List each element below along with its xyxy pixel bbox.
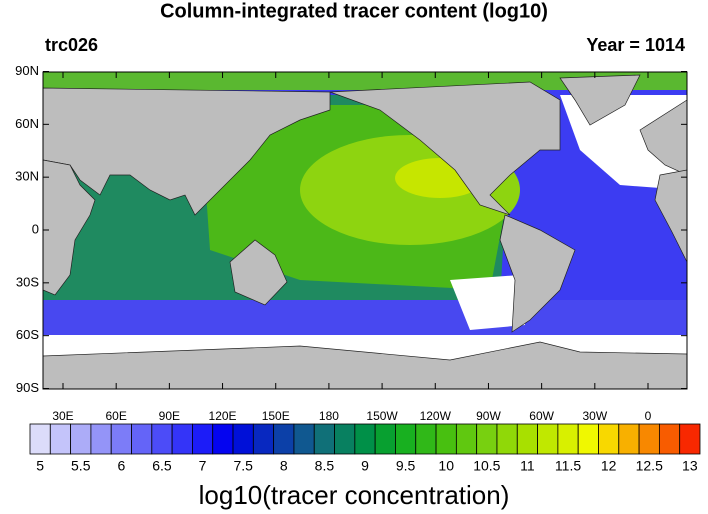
colorbar-box	[110, 423, 132, 455]
lon-label: 150E	[262, 409, 290, 423]
lon-label: 120E	[209, 409, 237, 423]
colorbar-box	[679, 423, 701, 455]
colorbar-box	[70, 423, 92, 455]
colorbar-label: 10.5	[473, 458, 500, 474]
lon-label: 90W	[476, 409, 501, 423]
colorbar-label: 6.5	[152, 458, 172, 474]
southern-ocean	[43, 300, 687, 340]
left-label: trc026	[45, 35, 98, 55]
lat-label: 0	[32, 221, 39, 236]
lon-label: 30W	[582, 409, 607, 423]
colorbar-box	[49, 423, 72, 455]
antarctica	[43, 341, 687, 389]
south-america	[499, 214, 576, 333]
colorbar-box	[638, 423, 660, 455]
colorbar-label: 11.5	[555, 458, 581, 474]
colorbar-box	[232, 423, 254, 455]
colorbar-box	[658, 423, 681, 455]
map	[42, 71, 688, 390]
colorbar-box	[455, 423, 478, 455]
colorbar-box	[151, 423, 173, 455]
colorbar-box	[476, 423, 498, 455]
colorbar-label: 10	[438, 458, 454, 474]
north-america	[329, 81, 561, 216]
colorbar-box	[29, 423, 51, 455]
colorbar-box	[496, 423, 518, 455]
axes: 90N 60N 30N 0 30S 60S 90S 30E 60E 90E 120E 150E 180 1…	[15, 63, 687, 423]
colorbar-box	[131, 423, 153, 455]
colorbar-label: 8.5	[315, 458, 335, 474]
colorbar-box	[618, 423, 640, 455]
lon-label: 150W	[366, 409, 398, 423]
colorbar-label: 6	[117, 458, 125, 474]
colorbar-box	[557, 423, 579, 455]
colorbar-box	[273, 423, 295, 455]
colorbar-label: 5	[36, 458, 44, 474]
lon-label: 90E	[159, 409, 180, 423]
colorbar-label: 9	[361, 458, 369, 474]
title: Column-integrated tracer content (log10)	[160, 0, 548, 22]
colorbar-box	[171, 423, 193, 455]
no-data	[450, 275, 525, 330]
colorbar-label: 7	[199, 458, 207, 474]
colorbar-box	[334, 423, 356, 455]
lon-label: 30E	[52, 409, 73, 423]
colorbar-box	[90, 423, 112, 455]
eurasia	[43, 87, 331, 216]
colorbar-box	[577, 423, 599, 455]
colorbar-box	[313, 423, 335, 455]
colorbar-box	[415, 423, 437, 455]
right-label: Year = 1014	[586, 35, 685, 55]
colorbar-box	[435, 423, 457, 455]
colorbar-label: 12	[601, 458, 617, 474]
colorbar-box	[252, 423, 275, 455]
colorbar-box	[598, 423, 620, 455]
colorbar-box	[192, 423, 214, 455]
colorbar-box	[354, 423, 376, 455]
lon-label: 60W	[529, 409, 554, 423]
colorbar-box	[516, 423, 538, 455]
colorbar-label: 13	[682, 458, 698, 474]
lat-label: 60N	[15, 116, 39, 131]
colorbar-label: 7.5	[233, 458, 253, 474]
lat-label: 60S	[16, 327, 39, 342]
lon-label: 0	[645, 409, 652, 423]
colorbar-box	[374, 423, 396, 455]
lat-label: 90N	[15, 63, 39, 78]
lat-label: 30N	[15, 169, 39, 184]
colorbar-label: 11	[520, 458, 535, 474]
lat-label: 30S	[16, 274, 39, 289]
australia	[229, 239, 288, 306]
lat-label: 90S	[16, 380, 39, 395]
colorbar: 5 5.5 6 6.5 7 7.5 8 8.5 9 9.5 10 10.5 11 11.5 12 12.5 13	[29, 423, 701, 474]
greenland	[559, 74, 641, 126]
lon-label: 60E	[106, 409, 127, 423]
colorbar-box	[395, 423, 417, 455]
africa	[43, 159, 96, 296]
lon-label: 120W	[420, 409, 452, 423]
lon-label: 180	[319, 409, 339, 423]
colorbar-box	[293, 423, 315, 455]
colorbar-title: log10(tracer concentration)	[199, 480, 510, 510]
colorbar-label: 5.5	[71, 458, 91, 474]
colorbar-label: 12.5	[636, 458, 663, 474]
colorbar-label: 9.5	[396, 458, 416, 474]
colorbar-box	[537, 423, 559, 455]
colorbar-box	[212, 423, 234, 455]
colorbar-label: 8	[280, 458, 288, 474]
europe	[639, 99, 687, 176]
africa-west	[654, 169, 687, 263]
